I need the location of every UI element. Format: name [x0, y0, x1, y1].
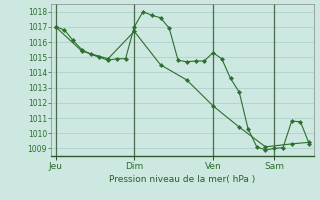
X-axis label: Pression niveau de la mer( hPa ): Pression niveau de la mer( hPa ) [109, 175, 256, 184]
